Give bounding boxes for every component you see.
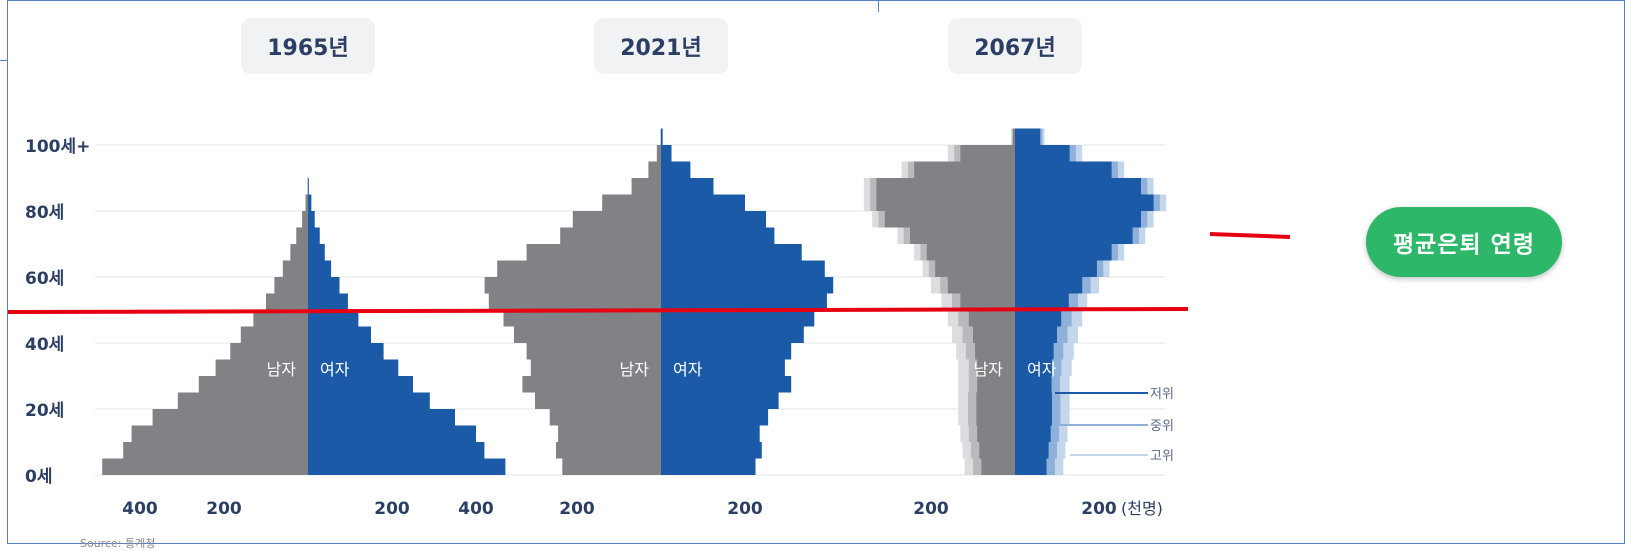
- chart-frame: [7, 0, 1625, 544]
- year-title: 2067년: [974, 36, 1055, 61]
- female-label: 여자: [320, 360, 350, 379]
- male-label: 남자: [620, 360, 650, 379]
- band-label: 고위: [1150, 449, 1174, 464]
- y-tick-label: 60세: [25, 269, 64, 289]
- source-note: Source: 통계청: [80, 537, 156, 550]
- y-tick-label: 20세: [25, 401, 64, 421]
- year-title: 2021년: [620, 36, 701, 61]
- female-population-bars: [1015, 128, 1154, 475]
- year-title: 1965년: [267, 36, 348, 61]
- year-title-box: [948, 18, 1082, 74]
- retirement-age-line: [7, 307, 1189, 314]
- frame-edge: [0, 60, 7, 61]
- female-population-bars: [661, 128, 834, 475]
- y-tick-label: 80세: [25, 203, 64, 223]
- male-population-bars: [876, 128, 1015, 475]
- female-population-bars: [308, 178, 506, 475]
- male-population-bars: [484, 128, 661, 475]
- y-tick-label: 0세: [25, 467, 52, 487]
- retirement-age-badge: 평균은퇴 연령: [1366, 207, 1562, 277]
- x-tick-label: 400: [458, 499, 494, 519]
- frame-divider: [878, 0, 879, 12]
- x-tick-label: 200: [727, 499, 763, 519]
- x-tick-label: 200: [1081, 499, 1117, 519]
- female-label: 여자: [1027, 360, 1057, 379]
- x-tick-label: 200: [559, 499, 595, 519]
- y-tick-label: 40세: [25, 335, 64, 355]
- female-label: 여자: [673, 360, 703, 379]
- x-unit-label: (천명): [1121, 499, 1163, 518]
- year-title-box: [241, 18, 375, 74]
- x-tick-label: 400: [122, 499, 158, 519]
- badge-leader-line: [1209, 232, 1291, 239]
- y-tick-label: 100세+: [25, 137, 90, 157]
- male-population-bars: [102, 178, 308, 475]
- year-title-box: [594, 18, 728, 74]
- male-label: 남자: [267, 360, 297, 379]
- band-label: 저위: [1150, 387, 1174, 402]
- male-label: 남자: [974, 360, 1004, 379]
- x-tick-label: 200: [374, 499, 410, 519]
- x-tick-label: 200: [206, 499, 242, 519]
- band-label: 중위: [1150, 419, 1174, 434]
- x-tick-label: 200: [913, 499, 949, 519]
